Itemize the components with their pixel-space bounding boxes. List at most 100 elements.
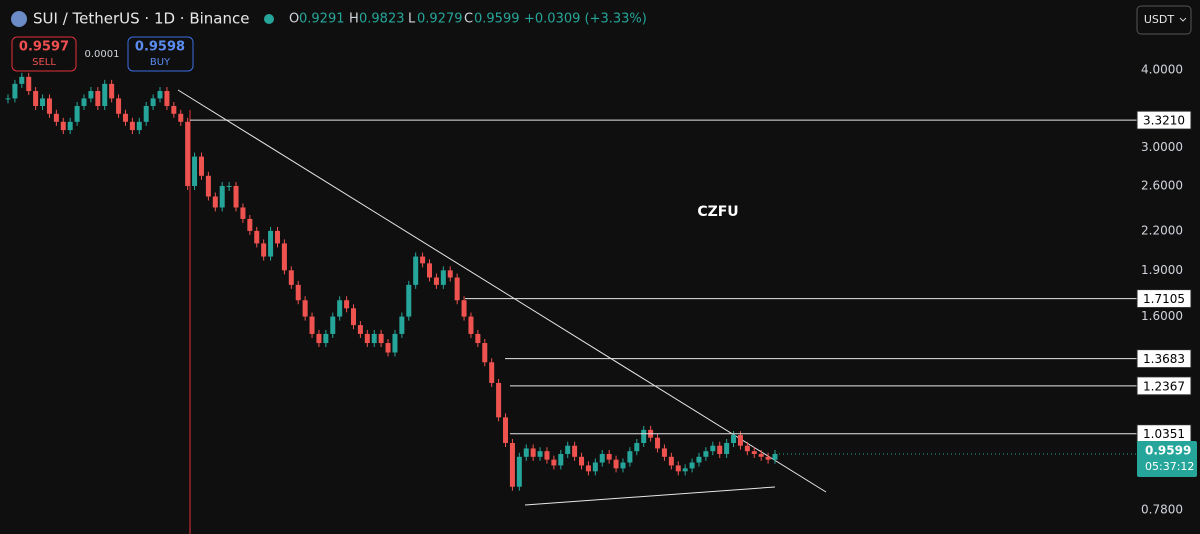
candle <box>682 468 688 472</box>
candle <box>606 453 612 460</box>
candle <box>274 230 280 244</box>
candle <box>67 121 73 131</box>
candle <box>60 121 66 131</box>
buy-label: BUY <box>150 57 171 68</box>
candle <box>468 316 474 334</box>
candle <box>475 333 481 344</box>
ohlc-label: O <box>289 12 299 27</box>
candle <box>668 456 674 466</box>
candle <box>357 325 363 334</box>
candle <box>378 333 384 344</box>
candle <box>212 196 218 208</box>
candle <box>427 263 433 278</box>
candle <box>772 454 778 460</box>
candle <box>337 300 343 317</box>
candle <box>420 256 426 264</box>
candle <box>129 121 135 131</box>
level-label: 1.3683 <box>1143 352 1185 366</box>
candle <box>53 113 59 122</box>
ohlc-label: L <box>408 12 416 27</box>
level-tag <box>1136 376 1192 396</box>
candle <box>489 362 495 383</box>
sell-label: SELL <box>32 57 56 68</box>
currency-button[interactable] <box>1136 5 1192 35</box>
candle <box>81 98 87 106</box>
status-dot <box>264 14 274 24</box>
level-tag <box>1136 289 1192 309</box>
candle <box>482 343 488 363</box>
dropdown-icon <box>1179 17 1187 22</box>
candle <box>164 91 170 106</box>
candle <box>496 382 502 418</box>
candle <box>288 270 294 285</box>
candle <box>219 185 225 208</box>
countdown: 05:37:12 <box>1145 460 1194 473</box>
candle <box>440 270 446 285</box>
candle <box>655 437 661 449</box>
current-price-tag <box>1137 441 1197 478</box>
candle <box>46 98 52 114</box>
candle <box>585 465 591 472</box>
candle <box>724 442 730 454</box>
candle <box>19 76 25 84</box>
candle <box>516 456 522 487</box>
candle <box>433 277 439 285</box>
buy-button[interactable] <box>127 36 194 72</box>
candle <box>309 316 315 334</box>
candle <box>143 105 149 122</box>
y-tick-label: 2.2000 <box>1141 223 1183 237</box>
candle <box>661 448 667 457</box>
candle <box>295 284 301 301</box>
ohlc-value: 0.9291 <box>299 12 345 27</box>
candle <box>136 121 142 131</box>
sell-button[interactable] <box>11 36 77 72</box>
y-tick-label: 2.6000 <box>1141 178 1183 192</box>
y-tick-label: 3.0000 <box>1141 140 1183 154</box>
candle <box>226 185 232 187</box>
candle <box>323 333 329 344</box>
candle <box>592 462 598 472</box>
candle <box>185 121 191 186</box>
candle <box>737 435 743 446</box>
candle <box>613 459 619 469</box>
candle <box>565 445 571 454</box>
candle <box>413 256 419 285</box>
levels: 3.3210 1.7105 1.3683 1.2367 1.0351 <box>190 110 1192 444</box>
candle <box>247 218 253 231</box>
candle <box>268 230 274 257</box>
candle <box>5 98 11 100</box>
candle <box>26 76 32 92</box>
candle <box>192 156 198 186</box>
candle <box>509 442 515 487</box>
candle <box>302 300 308 317</box>
candle <box>254 230 260 244</box>
candle <box>765 456 771 460</box>
candle <box>178 113 184 122</box>
candle <box>109 83 115 99</box>
candle <box>689 462 695 469</box>
ohlc-value: 0.9823 <box>359 12 405 27</box>
candle <box>447 270 453 278</box>
candle <box>157 91 163 99</box>
level-label: 3.3210 <box>1143 114 1185 128</box>
candle <box>572 445 578 457</box>
candle <box>240 207 246 219</box>
candle <box>461 300 467 317</box>
candles <box>5 72 778 491</box>
candle <box>537 451 543 457</box>
y-tick-label: 1.6000 <box>1141 309 1183 323</box>
candle <box>620 462 626 469</box>
candle <box>205 175 211 197</box>
ohlc-value: 0.9279 <box>417 12 463 27</box>
y-tick-label: 0.7800 <box>1141 502 1183 516</box>
candle <box>350 308 356 326</box>
candle <box>171 105 177 114</box>
candle <box>150 98 156 106</box>
candle <box>281 243 287 271</box>
symbol-icon <box>11 11 27 27</box>
candle <box>198 156 204 176</box>
level-label: 1.2367 <box>1143 379 1185 393</box>
ohlc-label: H <box>349 12 359 27</box>
candle <box>523 448 529 457</box>
sell-price: 0.9597 <box>19 40 69 55</box>
